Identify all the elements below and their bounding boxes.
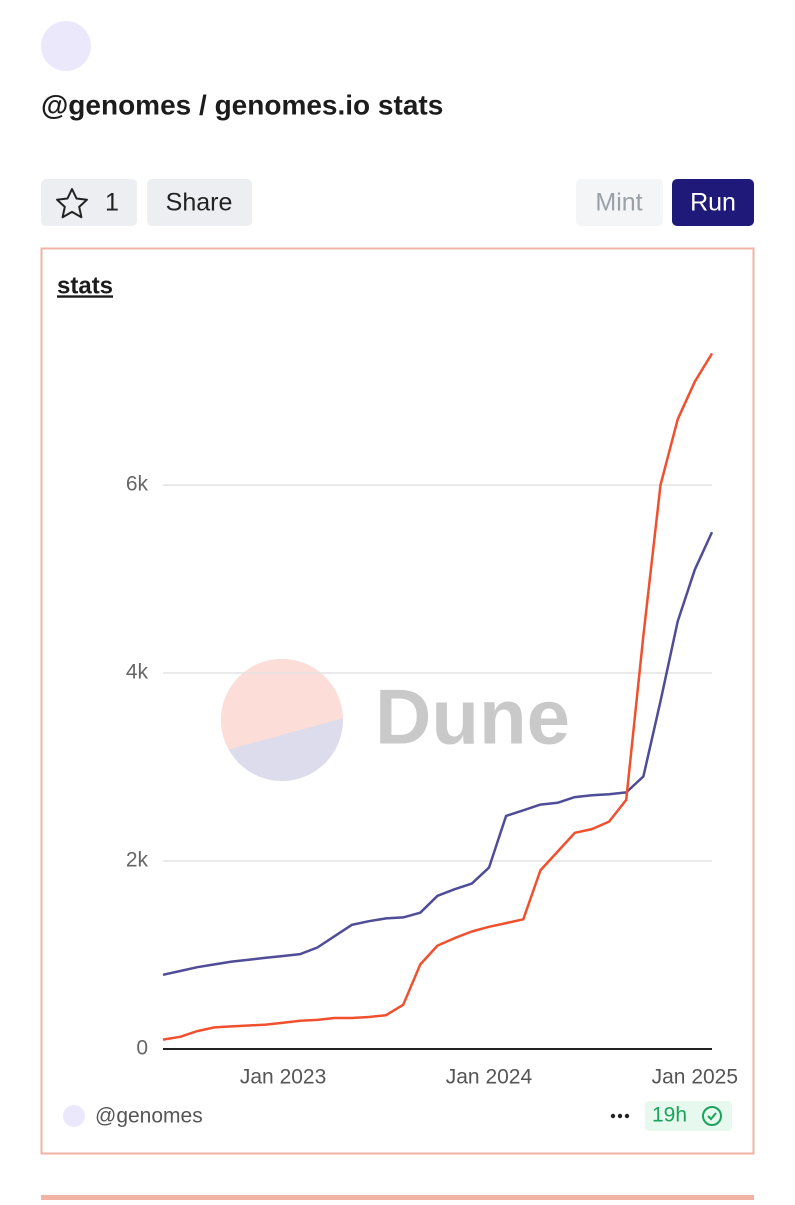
- watermark-text: Dune: [375, 673, 570, 761]
- mint-label: Mint: [595, 189, 642, 217]
- check-mark: [707, 1112, 717, 1121]
- star-button[interactable]: [41, 179, 137, 226]
- series-line: [162, 531, 714, 977]
- age-label: 19h: [652, 1104, 687, 1127]
- check-icon: [702, 1106, 722, 1126]
- mint-button[interactable]: [576, 179, 663, 226]
- run-button[interactable]: [672, 179, 754, 226]
- run-label: Run: [690, 189, 736, 217]
- footer-avatar: [63, 1105, 85, 1127]
- x-tick-label: Jan 2025: [652, 1066, 738, 1089]
- series-line: [162, 352, 714, 1041]
- watermark: Dune: [221, 659, 570, 781]
- share-button[interactable]: [147, 179, 252, 226]
- y-tick-label: 2k: [126, 849, 149, 872]
- plot: 0 2k 4k 6k Jan 2023 Jan 2024 Jan 2025: [126, 352, 738, 1089]
- more-menu[interactable]: [610, 1113, 630, 1119]
- age-badge: [645, 1101, 732, 1131]
- star-count: 1: [105, 189, 119, 217]
- x-tick-label: Jan 2024: [446, 1066, 533, 1089]
- chart-panel: [40, 247, 755, 1155]
- y-tick-label: 6k: [126, 473, 149, 496]
- x-tick-label: Jan 2023: [240, 1066, 326, 1089]
- avatar: [41, 21, 91, 71]
- y-tick-label: 0: [136, 1037, 148, 1060]
- share-label: Share: [166, 189, 233, 217]
- chart-title[interactable]: stats: [57, 272, 113, 299]
- footer-author[interactable]: @genomes: [95, 1105, 203, 1128]
- star-icon: [56, 188, 88, 219]
- next-panel-edge: [41, 1195, 754, 1200]
- y-tick-label: 4k: [126, 661, 149, 684]
- page-title: @genomes / genomes.io stats: [41, 89, 443, 120]
